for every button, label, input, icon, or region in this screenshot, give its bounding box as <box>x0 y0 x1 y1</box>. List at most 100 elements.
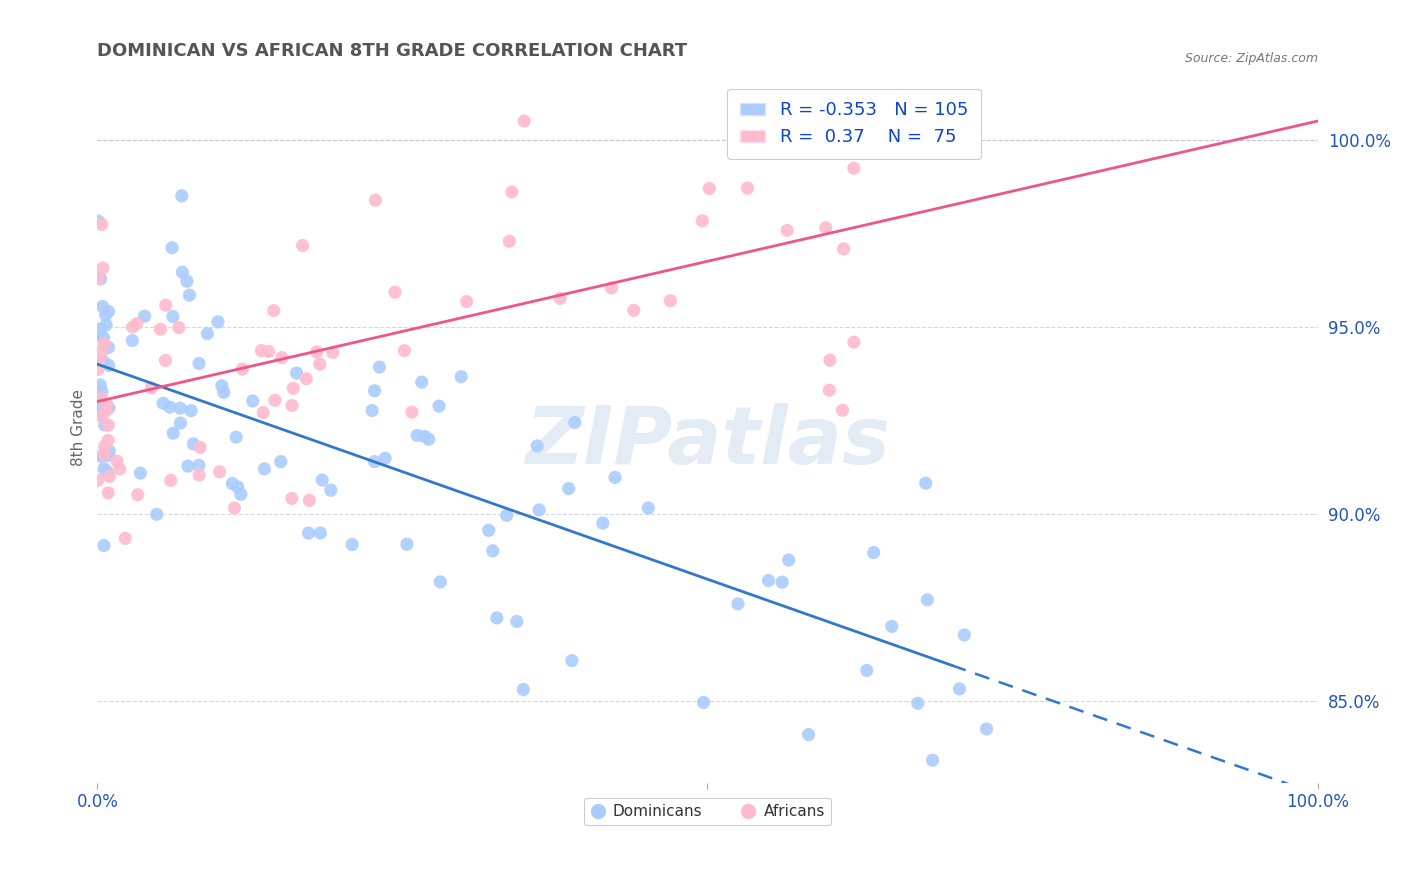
Point <box>374 451 396 466</box>
Point <box>270 454 292 468</box>
Point <box>96 397 118 411</box>
Point <box>93 461 115 475</box>
Point <box>125 317 148 331</box>
Point <box>727 597 749 611</box>
Point <box>832 242 855 256</box>
Point <box>506 615 529 629</box>
Point <box>252 406 274 420</box>
Point <box>114 532 136 546</box>
Point <box>264 393 287 408</box>
Point <box>818 353 841 368</box>
Point <box>159 474 181 488</box>
Point <box>97 341 120 355</box>
Point <box>87 408 110 422</box>
Point <box>179 288 201 302</box>
Point <box>93 439 115 453</box>
Point <box>176 274 198 288</box>
Point <box>879 114 901 128</box>
Point <box>90 450 112 464</box>
Point <box>93 331 115 345</box>
Point <box>86 396 108 410</box>
Point <box>501 185 523 199</box>
Point <box>637 501 659 516</box>
Point <box>226 480 249 494</box>
Point <box>814 220 837 235</box>
Point <box>953 628 976 642</box>
Point <box>94 308 117 322</box>
Point <box>921 753 943 767</box>
Point <box>263 303 285 318</box>
Point <box>105 454 128 468</box>
Legend: Dominicans, Africans: Dominicans, Africans <box>583 798 831 825</box>
Point <box>862 545 884 559</box>
Point <box>121 320 143 334</box>
Point <box>770 575 793 590</box>
Point <box>395 537 418 551</box>
Point <box>842 161 865 176</box>
Point <box>308 357 330 371</box>
Point <box>797 728 820 742</box>
Point <box>97 304 120 318</box>
Point <box>89 322 111 336</box>
Point <box>229 487 252 501</box>
Point <box>283 381 305 395</box>
Point <box>90 409 112 423</box>
Point <box>169 401 191 416</box>
Point <box>87 362 110 376</box>
Point <box>208 465 231 479</box>
Point <box>291 238 314 252</box>
Point <box>564 416 586 430</box>
Point <box>880 619 903 633</box>
Point <box>87 271 110 285</box>
Point <box>427 399 450 413</box>
Point <box>162 426 184 441</box>
Point <box>394 343 416 358</box>
Point <box>855 664 877 678</box>
Point <box>207 315 229 329</box>
Point <box>298 493 321 508</box>
Point <box>406 428 429 442</box>
Point <box>253 462 276 476</box>
Point <box>842 335 865 350</box>
Text: Source: ZipAtlas.com: Source: ZipAtlas.com <box>1185 53 1317 65</box>
Point <box>363 384 385 398</box>
Point <box>242 394 264 409</box>
Point <box>90 391 112 405</box>
Point <box>91 261 114 276</box>
Point <box>155 298 177 312</box>
Point <box>411 375 433 389</box>
Point <box>557 482 579 496</box>
Point <box>90 272 112 286</box>
Point <box>183 437 205 451</box>
Point <box>145 508 167 522</box>
Point <box>97 418 120 433</box>
Point <box>319 483 342 498</box>
Point <box>305 344 328 359</box>
Point <box>295 372 318 386</box>
Point <box>177 459 200 474</box>
Point <box>512 682 534 697</box>
Point <box>485 611 508 625</box>
Point <box>340 537 363 551</box>
Point <box>737 181 759 195</box>
Point <box>96 403 118 417</box>
Point <box>818 383 841 397</box>
Point <box>160 241 183 255</box>
Point <box>195 326 218 341</box>
Point <box>527 503 550 517</box>
Point <box>97 486 120 500</box>
Point <box>478 524 501 538</box>
Point <box>364 193 387 207</box>
Point <box>270 351 292 365</box>
Text: ZIPatlas: ZIPatlas <box>524 403 890 481</box>
Point <box>93 417 115 432</box>
Point <box>917 593 939 607</box>
Point <box>831 403 853 417</box>
Point <box>561 654 583 668</box>
Point <box>180 403 202 417</box>
Point <box>224 501 246 516</box>
Y-axis label: 8th Grade: 8th Grade <box>72 389 86 467</box>
Point <box>90 218 112 232</box>
Point <box>149 322 172 336</box>
Point <box>170 189 193 203</box>
